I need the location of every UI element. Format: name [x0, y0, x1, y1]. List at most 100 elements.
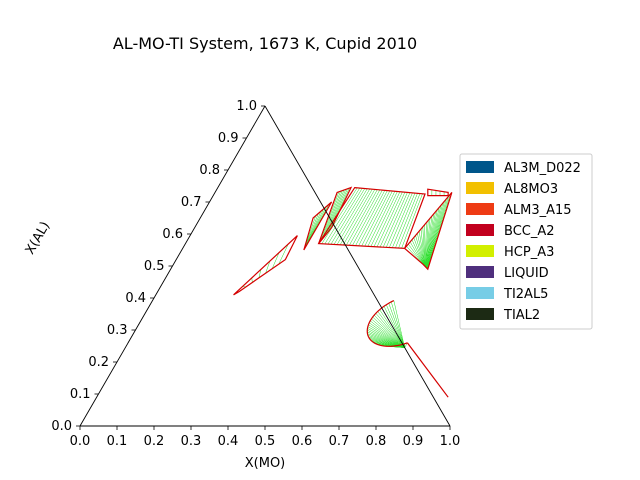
- tie-line: [374, 314, 405, 348]
- y-tick-label: 0.8: [199, 163, 220, 178]
- x-tick-label: 0.4: [218, 434, 239, 449]
- y-axis-label: X(AL): [23, 219, 54, 257]
- tie-line: [265, 260, 271, 274]
- tie-line: [422, 226, 426, 267]
- legend-label: AL8MO3: [504, 182, 558, 197]
- tie-line: [349, 189, 381, 246]
- phase-region-boundary: [233, 235, 298, 296]
- tie-line: [409, 241, 424, 266]
- tie-line: [426, 209, 438, 268]
- tie-line: [398, 193, 421, 249]
- y-tick-label: 0.2: [88, 355, 109, 370]
- tie-line: [426, 207, 440, 268]
- legend-frame: [459, 153, 593, 330]
- tie-line: [427, 198, 447, 269]
- tie-line: [420, 228, 426, 267]
- tie-line: [320, 191, 340, 242]
- x-tick-label: 0.1: [107, 434, 128, 449]
- tie-line: [305, 211, 322, 248]
- tie-line: [304, 213, 319, 249]
- tie-line: [386, 192, 411, 248]
- tie-line: [364, 190, 393, 247]
- y-tick-label: 0.1: [70, 387, 91, 402]
- tie-line: [361, 190, 391, 247]
- tie-line: [251, 277, 253, 283]
- tie-line: [425, 218, 431, 268]
- y-tick-label: 0.9: [218, 131, 239, 146]
- y-tick-label: 0.3: [107, 323, 128, 338]
- legend-label: AL3M_D022: [504, 161, 581, 176]
- legend-swatch: [466, 245, 494, 257]
- right-edge: [264, 105, 451, 427]
- fan-arc-boundary: [366, 300, 408, 347]
- x-tick-label: 0.9: [403, 434, 424, 449]
- phase-region-boundary: [317, 186, 426, 250]
- tie-line: [321, 191, 341, 240]
- phase-region-boundary: [303, 201, 333, 251]
- tie-line: [379, 192, 406, 248]
- tie-line: [392, 192, 416, 248]
- tie-line: [373, 191, 401, 247]
- tie-line: [388, 303, 405, 348]
- x-axis-label: X(MO): [245, 456, 286, 471]
- tie-line: [278, 243, 289, 265]
- tie-line: [321, 187, 358, 244]
- phase-boundaries: [233, 186, 453, 398]
- x-tick-label: 0.5: [255, 434, 276, 449]
- tie-line: [425, 216, 433, 268]
- legend-swatch: [466, 224, 494, 236]
- legend-swatch: [466, 287, 494, 299]
- x-tick-label: 0.2: [144, 434, 165, 449]
- tie-line: [415, 235, 425, 266]
- tie-line: [330, 188, 365, 245]
- tie-line: [367, 329, 405, 348]
- tie-line: [372, 316, 405, 348]
- tie-line: [383, 306, 405, 348]
- tie-line: [323, 190, 343, 238]
- tie-line: [413, 237, 425, 266]
- legend-label: TIAL2: [503, 308, 540, 323]
- x-tick-label: 0.0: [70, 434, 91, 449]
- tie-line: [336, 188, 371, 245]
- tie-line: [376, 191, 403, 247]
- tie-line: [258, 269, 262, 278]
- x-tick-label: 0.6: [292, 434, 313, 449]
- tie-line: [382, 192, 408, 248]
- legend-label: HCP_A3: [504, 245, 554, 260]
- tie-line: [377, 311, 405, 348]
- tie-line: [367, 191, 396, 247]
- tie-line: [426, 203, 444, 269]
- legend-swatch: [466, 308, 494, 320]
- tie-line: [368, 324, 405, 348]
- tie-line: [391, 301, 405, 348]
- tie-line: [418, 231, 425, 266]
- x-tick-label: 0.3: [181, 434, 202, 449]
- tie-line: [367, 326, 405, 348]
- y-axis-ticks: 0.0 0.1 0.2 0.3 0.4 0.5 0.6 0.7 0.8 0.9 1.0: [51, 99, 265, 434]
- legend-label: TI2AL5: [503, 287, 548, 302]
- tie-line: [425, 211, 436, 268]
- tie-line: [352, 189, 383, 246]
- fan-outer-boundary: [406, 342, 449, 398]
- tie-line: [426, 200, 445, 269]
- tie-line: [417, 233, 425, 266]
- tie-line: [271, 252, 280, 269]
- y-tick-label: 1.0: [236, 99, 257, 114]
- x-tick-label: 1.0: [440, 434, 461, 449]
- tie-line: [370, 191, 398, 247]
- legend-swatch: [466, 203, 494, 215]
- y-tick-label: 0.0: [51, 419, 72, 434]
- legend-swatch: [466, 182, 494, 194]
- tie-lines: [233, 187, 453, 348]
- tie-line: [371, 318, 405, 348]
- tie-line: [327, 188, 363, 245]
- legend-label: BCC_A2: [504, 224, 555, 239]
- x-tick-label: 0.8: [366, 434, 387, 449]
- tie-line: [425, 222, 427, 267]
- tie-line: [425, 220, 429, 267]
- legend: AL3M_D022 AL8MO3 ALM3_A15 BCC_A2 HCP_A3 LIQUI…: [459, 153, 593, 330]
- tie-line: [369, 322, 405, 348]
- x-axis-ticks: 0.0 0.1 0.2 0.3 0.4 0.5 0.6 0.7 0.8 0.9 1.0: [70, 426, 461, 449]
- tie-line: [404, 342, 408, 348]
